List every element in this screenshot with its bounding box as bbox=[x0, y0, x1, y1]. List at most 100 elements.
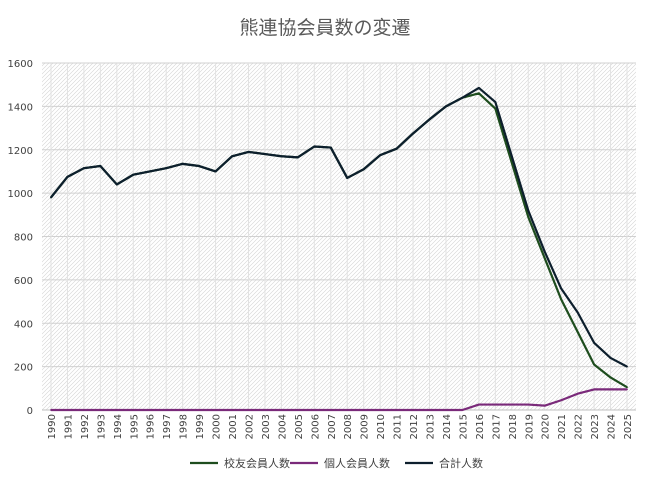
x-tick-label: 2003 bbox=[261, 414, 272, 439]
data-point bbox=[247, 151, 250, 153]
data-point bbox=[494, 403, 497, 406]
data-point bbox=[313, 145, 316, 148]
legend: 校友会員人数 個人会員人数 合計人数 bbox=[190, 456, 483, 470]
data-point bbox=[510, 403, 513, 406]
data-point bbox=[560, 399, 563, 402]
data-point bbox=[593, 363, 595, 366]
data-point bbox=[181, 162, 184, 165]
x-tick-label: 1998 bbox=[179, 414, 190, 439]
data-point bbox=[477, 403, 480, 406]
x-tick-label: 2009 bbox=[360, 414, 371, 439]
data-point bbox=[99, 165, 102, 167]
data-point bbox=[231, 409, 233, 411]
y-tick-label: 1000 bbox=[8, 189, 33, 200]
y-tick-label: 1600 bbox=[8, 59, 33, 70]
data-point bbox=[99, 409, 102, 411]
data-point bbox=[609, 376, 612, 379]
y-tick-label: 800 bbox=[14, 233, 33, 244]
data-point bbox=[198, 165, 201, 167]
x-tick-label: 1993 bbox=[96, 414, 107, 439]
data-point bbox=[264, 409, 266, 411]
x-tick-label: 2007 bbox=[327, 414, 338, 439]
data-point bbox=[50, 196, 52, 199]
data-point bbox=[313, 409, 316, 411]
data-point bbox=[494, 101, 497, 103]
x-tick-label: 2016 bbox=[475, 414, 486, 439]
x-tick-label: 2019 bbox=[524, 414, 535, 439]
data-point bbox=[362, 409, 365, 411]
data-point bbox=[66, 175, 69, 178]
y-axis: 0 200 400 600 800 1000 1200 1400 1600 bbox=[8, 59, 33, 417]
data-point bbox=[50, 409, 52, 411]
data-point bbox=[379, 154, 382, 157]
x-tick-label: 2001 bbox=[228, 414, 239, 439]
data-point bbox=[379, 409, 382, 411]
data-point bbox=[428, 409, 431, 411]
data-point bbox=[494, 107, 497, 110]
x-tick-label: 1996 bbox=[146, 414, 157, 439]
data-point bbox=[428, 118, 431, 121]
x-tick-label: 2022 bbox=[574, 414, 585, 439]
data-point bbox=[66, 409, 69, 411]
x-tick-label: 2011 bbox=[393, 414, 404, 439]
data-point bbox=[329, 146, 332, 149]
x-tick-label: 2004 bbox=[277, 414, 288, 439]
legend-label: 校友会員人数 bbox=[224, 456, 290, 470]
data-point bbox=[346, 409, 349, 411]
data-point bbox=[609, 357, 612, 359]
data-point bbox=[593, 388, 595, 391]
x-tick-label: 2008 bbox=[343, 414, 354, 439]
x-tick-label: 2023 bbox=[590, 414, 601, 439]
data-point bbox=[395, 409, 398, 411]
series-lines bbox=[50, 86, 628, 412]
data-point bbox=[362, 168, 365, 171]
x-tick-label: 2024 bbox=[607, 414, 618, 439]
data-point bbox=[296, 156, 299, 159]
data-point bbox=[543, 404, 546, 407]
x-tick-label: 2018 bbox=[508, 414, 519, 439]
x-tick-label: 1994 bbox=[113, 414, 124, 439]
data-point bbox=[329, 409, 332, 411]
x-tick-label: 1991 bbox=[63, 414, 74, 439]
data-point bbox=[231, 155, 233, 158]
x-tick-label: 1997 bbox=[162, 414, 173, 439]
data-point bbox=[165, 409, 168, 411]
data-point bbox=[560, 298, 563, 301]
data-point bbox=[510, 161, 513, 164]
data-point bbox=[412, 409, 414, 411]
data-point bbox=[445, 105, 447, 108]
legend-label: 合計人数 bbox=[439, 456, 483, 470]
data-point bbox=[543, 257, 546, 260]
series-line-3 bbox=[50, 86, 628, 368]
data-point bbox=[115, 409, 118, 411]
x-tick-label: 1999 bbox=[195, 414, 206, 439]
x-tick-label: 2014 bbox=[442, 414, 453, 439]
data-point bbox=[576, 311, 579, 314]
x-tick-label: 2017 bbox=[491, 414, 502, 439]
x-tick-label: 1990 bbox=[47, 414, 58, 439]
data-point bbox=[296, 409, 299, 411]
y-tick-label: 0 bbox=[27, 406, 33, 417]
series-line-2 bbox=[51, 388, 627, 412]
x-tick-label: 2020 bbox=[541, 414, 552, 439]
data-point bbox=[214, 409, 217, 411]
data-point bbox=[280, 155, 283, 158]
y-tick-label: 600 bbox=[14, 276, 33, 287]
data-point bbox=[477, 87, 480, 89]
data-point bbox=[609, 388, 612, 391]
data-point bbox=[83, 409, 85, 411]
legend-label: 個人会員人数 bbox=[324, 457, 390, 470]
data-point bbox=[593, 341, 595, 344]
x-axis: 1990 1991 1992 1993 1994 1995 1996 1997 1998 1999… bbox=[47, 414, 634, 439]
y-tick-label: 400 bbox=[14, 319, 33, 330]
data-point bbox=[346, 177, 349, 179]
data-point bbox=[445, 409, 447, 411]
data-point bbox=[247, 409, 250, 411]
y-tick-label: 200 bbox=[14, 363, 33, 374]
x-tick-label: 2002 bbox=[244, 414, 255, 439]
data-point bbox=[527, 209, 530, 212]
gridlines bbox=[42, 62, 636, 411]
data-point bbox=[527, 216, 530, 218]
data-point bbox=[83, 167, 85, 170]
